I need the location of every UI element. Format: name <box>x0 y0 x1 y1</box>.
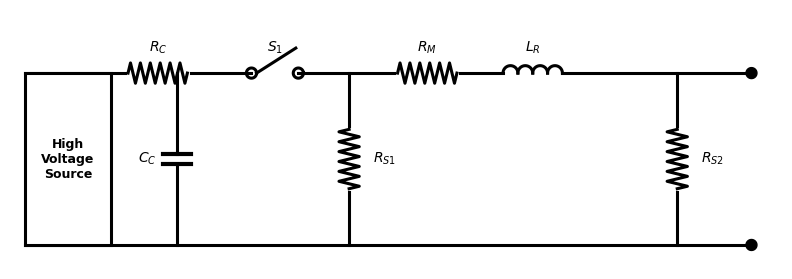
Text: $L_R$: $L_R$ <box>525 40 540 56</box>
Text: High
Voltage
Source: High Voltage Source <box>41 138 94 181</box>
Text: $S_1$: $S_1$ <box>267 40 283 56</box>
Text: $R_C$: $R_C$ <box>149 40 167 56</box>
FancyBboxPatch shape <box>25 73 111 245</box>
Text: $R_{S2}$: $R_{S2}$ <box>701 151 724 167</box>
Polygon shape <box>746 68 757 79</box>
Text: $R_M$: $R_M$ <box>417 40 437 56</box>
Polygon shape <box>746 239 757 251</box>
Text: $R_{S1}$: $R_{S1}$ <box>372 151 396 167</box>
Text: $C_C$: $C_C$ <box>139 151 157 167</box>
